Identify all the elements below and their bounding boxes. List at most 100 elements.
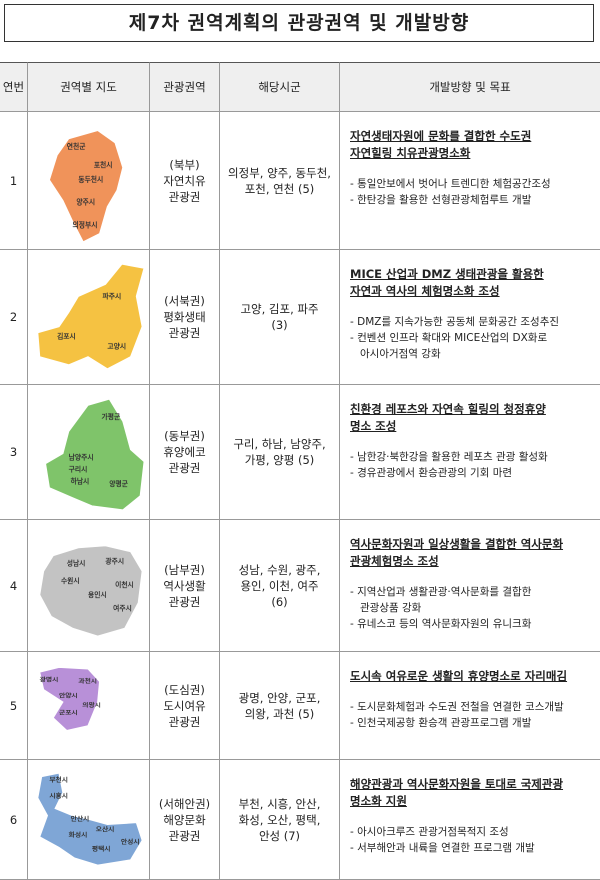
map-label: 여주시 (113, 603, 132, 612)
goal-line: 자연힐링 치유관광명소화 (350, 146, 471, 160)
zone-cell: (동부권) 휴양에코 관광권 (150, 385, 220, 520)
zone-line: 관광권 (168, 828, 201, 843)
cities-line: 의정부, 양주, 동두천, (228, 165, 331, 180)
zone-cell: (서해안권) 해양문화 관광권 (150, 760, 220, 880)
goal-line: 명소 조성 (350, 419, 397, 433)
zone-line: (도심권) (164, 682, 205, 697)
goal-cell: 해양관광과 역사문화자원을 토대로 국제관광 명소화 지원 - 아시아크루즈 관광거… (340, 760, 600, 880)
number-cell: 2 (0, 250, 28, 385)
map-label: 부천시 (49, 775, 68, 784)
zone-line: 관광권 (168, 594, 201, 609)
cities-cell: 성남, 수원, 광주, 용인, 이천, 여주 (6) (220, 520, 340, 652)
number-cell: 1 (0, 112, 28, 250)
map-cell: 부천시 시흥시 안산시 화성시 오산시 평택시 안성시 (28, 760, 150, 880)
task-line: - 한탄강을 활용한 선형관광체험루트 개발 (350, 194, 532, 206)
header-text: 개발방향 및 목표 (429, 80, 511, 94)
cities-line: 포천, 연천 (5) (244, 181, 315, 196)
header-text: 연번 (2, 80, 25, 94)
goal-line: 명소화 지원 (350, 794, 407, 808)
zone-line: 역사생활 (163, 578, 206, 593)
map-label: 이천시 (115, 579, 134, 588)
goal-line: 자연과 역사의 체험명소화 조성 (350, 284, 500, 298)
row-number: 4 (9, 578, 18, 593)
header-cell: 개발방향 및 목표 (340, 62, 600, 112)
cities-line: (3) (271, 318, 288, 332)
map-label: 광명시 (39, 676, 58, 683)
header-text: 해당시군 (258, 80, 301, 94)
task-line: - 컨벤션 인프라 확대와 MICE산업의 DX화로 (350, 332, 548, 344)
goal-line: 도시속 여유로운 생활의 휴양명소로 자리매김 (350, 669, 568, 683)
zone-cell: (남부권) 역사생활 관광권 (150, 520, 220, 652)
row-number: 1 (9, 173, 18, 188)
header-cell: 해당시군 (220, 62, 340, 112)
row-number: 2 (9, 310, 18, 324)
task-line: 아시아거점역 강화 (360, 348, 441, 360)
row-number: 6 (9, 812, 18, 827)
goal: 도시속 여유로운 생활의 휴양명소로 자리매김 (350, 668, 567, 685)
zone-line: 도시여유 (163, 698, 206, 713)
cities-line: 고양, 김포, 파주 (240, 302, 319, 316)
map-label: 용인시 (88, 589, 107, 598)
goal-cell: 도시속 여유로운 생활의 휴양명소로 자리매김 - 도시문화체험과 수도권 전철을… (340, 652, 600, 760)
zone-line: 평화생태 (163, 310, 206, 324)
cities-cell: 부천, 시흥, 안산, 화성, 오산, 평택, 안성 (7) (220, 760, 340, 880)
region-shape (38, 666, 100, 731)
zone-line: 관광권 (168, 189, 201, 204)
goal-line: 친환경 레포츠와 자연속 힐링의 청정휴양 (350, 402, 546, 416)
tasks: - 아시아크루즈 관광거점목적지 조성 - 서부해안과 내륙을 연결한 프로그램 … (350, 824, 535, 856)
map-label: 포천시 (93, 160, 112, 169)
zone-line: (서북권) (164, 294, 205, 308)
goal-line: 관광체험명소 조성 (350, 554, 439, 568)
cities-line: 용인, 이천, 여주 (240, 578, 319, 593)
map-label: 고양시 (107, 341, 126, 350)
title: 제7차 권역계획의 관광권역 및 개발방향 (4, 4, 594, 42)
zone-line: 관광권 (168, 714, 201, 729)
goal-line: MICE 산업과 DMZ 생태관광을 활용한 (350, 267, 544, 281)
header-cell: 권역별 지도 (28, 62, 150, 112)
task-line: - 통일안보에서 벗어나 트렌디한 체험공간조성 (350, 178, 551, 190)
cities-line: (6) (271, 594, 288, 609)
task-line: - 경유관광에서 환승관광의 기회 마련 (350, 467, 513, 479)
goal: 해양관광과 역사문화자원을 토대로 국제관광 명소화 지원 (350, 776, 563, 810)
cities-cell: 의정부, 양주, 동두천, 포천, 연천 (5) (220, 112, 340, 250)
header-text: 관광권역 (163, 80, 206, 94)
cities-line: 구리, 하남, 남양주, (233, 437, 326, 451)
cities-line: 성남, 수원, 광주, (238, 562, 321, 577)
map-label: 파주시 (102, 291, 121, 300)
map-cell: 성남시 광주시 수원시 용인시 이천시 여주시 (28, 520, 150, 652)
map-label: 시흥시 (49, 791, 68, 800)
cities-cell: 구리, 하남, 남양주, 가평, 양평 (5) (220, 385, 340, 520)
task-line: - 지역산업과 생활관광·역사문화를 결합한 (350, 586, 532, 598)
cities-line: 광명, 안양, 군포, (238, 690, 321, 705)
cities-line: 가평, 양평 (5) (244, 453, 315, 467)
map-label: 하남시 (70, 476, 89, 485)
tasks: - 남한강·북한강을 활용한 레포츠 관광 활성화 - 경유관광에서 환승관광의 … (350, 449, 548, 481)
map-label: 광주시 (105, 556, 124, 565)
row-number: 3 (9, 445, 18, 459)
task-line: - 서부해안과 내륙을 연결한 프로그램 개발 (350, 842, 535, 854)
map-label: 연천군 (66, 141, 85, 150)
header-cell: 연번 (0, 62, 28, 112)
goal-line: 역사문화자원과 일상생활을 결합한 역사문화 (350, 537, 564, 551)
zone-cell: (서북권) 평화생태 관광권 (150, 250, 220, 385)
tasks: - DMZ를 지속가능한 공동체 문화공간 조성추진 - 컨벤션 인프라 확대와 … (350, 314, 559, 362)
map-label: 오산시 (95, 824, 114, 833)
map-label: 의정부시 (72, 220, 97, 229)
zone-line: 관광권 (168, 461, 201, 475)
number-cell: 6 (0, 760, 28, 880)
goal-line: 자연생태자원에 문화를 결합한 수도권 (350, 129, 532, 143)
cities-cell: 고양, 김포, 파주 (3) (220, 250, 340, 385)
cities-line: 의왕, 과천 (5) (244, 706, 315, 721)
